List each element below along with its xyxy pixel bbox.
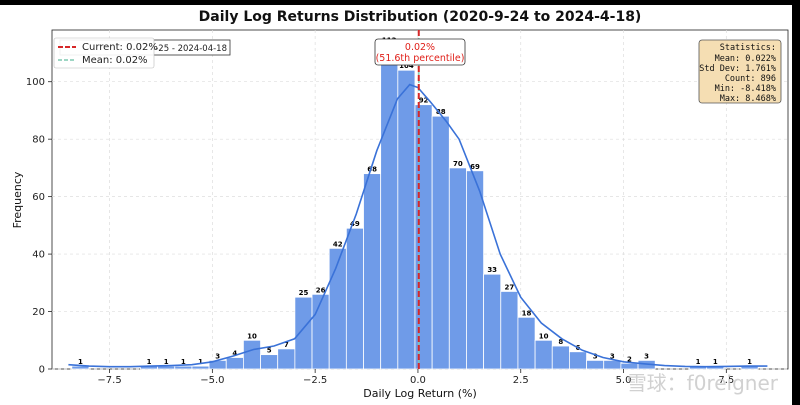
bar-count-label: 1 [78, 358, 83, 366]
histogram-bar [620, 362, 639, 370]
bar-count-label: 2 [627, 355, 632, 363]
legend: Current: 0.02% Mean: 0.02% [53, 37, 158, 69]
histogram-bar [260, 354, 279, 370]
bar-count-label: 1 [164, 358, 169, 366]
y-tick-label: 0 [39, 365, 45, 376]
bar-count-label: 7 [284, 341, 289, 349]
bar-count-label: 1 [147, 358, 152, 366]
histogram-bar [243, 339, 261, 370]
top-strip [0, 0, 800, 5]
chart-title: Daily Log Returns Distribution (2020-9-2… [199, 9, 642, 25]
bar-count-label: 26 [316, 286, 326, 294]
bar-count-label: 49 [350, 220, 360, 228]
x-tick-label: 0.0 [410, 375, 426, 386]
y-tick-label: 20 [32, 307, 45, 318]
y-tick-label: 40 [32, 250, 45, 261]
statistics-mean: Mean: 0.022% [715, 54, 776, 64]
histogram-bar [448, 167, 467, 370]
bar-count-label: 3 [593, 352, 598, 360]
histogram-bar [500, 291, 519, 370]
bar-count-label: 104 [399, 62, 414, 70]
bar-count-label: 1 [696, 358, 701, 366]
annotation-percentile: (51.6th percentile) [376, 53, 465, 64]
statistics-count: Count: 896 [725, 74, 776, 84]
histogram-bar [431, 115, 450, 370]
histogram-bar [311, 293, 330, 370]
bar-count-label: 1 [713, 358, 718, 366]
histogram-bar [328, 247, 347, 370]
x-tick-label: 7.5 [718, 375, 734, 386]
bar-count-label: 3 [644, 352, 649, 360]
bar-count-label: 68 [367, 166, 377, 174]
histogram-bar [517, 316, 536, 370]
x-axis-label: Daily Log Return (%) [363, 387, 477, 400]
bar-count-label: 1 [747, 358, 752, 366]
bar-count-label: 88 [436, 108, 446, 116]
histogram-bar [294, 296, 313, 370]
histogram-bar [603, 359, 622, 370]
bar-count-label: 4 [232, 350, 237, 358]
histogram-bar [534, 339, 553, 370]
legend-frame [53, 37, 155, 69]
annotation-value: 0.02% [405, 42, 435, 53]
x-axis-ticks: −7.5 −5.0 −2.5 0.0 2.5 5.0 7.5 [97, 369, 734, 386]
watermark: 雪球：f0reigner [627, 371, 779, 395]
legend-mean-label: Mean: 0.02% [82, 55, 148, 66]
bar-count-label: 1 [181, 358, 186, 366]
statistics-min: Min: -8.418% [715, 84, 776, 94]
y-axis-ticks: 0 20 40 60 80 100 [26, 77, 52, 376]
histogram-bar [225, 357, 244, 370]
bar-count-label: 1 [198, 358, 203, 366]
bar-count-label: 25 [299, 289, 309, 297]
legend-current-label: Current: 0.02% [82, 42, 158, 53]
x-tick-label: 5.0 [616, 375, 632, 386]
x-tick-label: −7.5 [97, 375, 121, 386]
histogram-bar [380, 43, 399, 370]
histogram-bar [586, 359, 605, 370]
y-tick-label: 100 [26, 77, 45, 88]
bar-count-label: 70 [453, 160, 463, 168]
y-tick-label: 80 [32, 135, 45, 146]
statistics-frame [698, 39, 782, 104]
bar-count-label: 10 [247, 332, 257, 340]
right-strip [792, 0, 800, 405]
statistics-std: Std Dev: 1.761% [699, 64, 776, 74]
bar-count-label: 27 [504, 283, 514, 291]
x-tick-label: 2.5 [513, 375, 529, 386]
bar-count-label: 8 [558, 338, 563, 346]
statistics-max: Max: 8.468% [720, 94, 776, 104]
bar-count-label: 18 [522, 309, 532, 317]
histogram-bar [569, 351, 587, 370]
histogram-bar [551, 345, 570, 370]
histogram-bar [363, 173, 382, 370]
histogram-bar [191, 365, 210, 370]
x-tick-label: −2.5 [303, 375, 327, 386]
x-tick-label: −5.0 [200, 375, 224, 386]
histogram-bar [174, 365, 193, 370]
bar-count-label: 10 [539, 332, 549, 340]
histogram-bar [466, 170, 485, 370]
y-axis-label: Frequency [11, 171, 24, 228]
statistics-box: Statistics: Mean: 0.022% Std Dev: 1.761%… [698, 39, 782, 104]
current-annotation: 0.02% (51.6th percentile) [374, 38, 466, 66]
bar-count-label: 3 [215, 352, 220, 360]
bar-count-label: 3 [610, 352, 615, 360]
annotation-box [374, 38, 466, 66]
bar-count-label: 69 [470, 163, 480, 171]
histogram-bar [483, 273, 502, 370]
date-range-text: -25 - 2024-04-18 [155, 44, 227, 54]
bar-count-label: 92 [419, 97, 429, 105]
bar-count-label: 5 [267, 347, 272, 355]
plot-area: 1111134105725264249681131049288706933271… [26, 29, 789, 386]
histogram-bar [277, 348, 296, 370]
y-tick-label: 60 [32, 192, 45, 203]
histogram-bar [414, 104, 433, 370]
bar-count-label: 42 [333, 240, 343, 248]
bar-count-label: 33 [487, 266, 497, 274]
histogram-bar [397, 69, 416, 370]
statistics-header: Statistics: [720, 43, 776, 53]
histogram-bar [345, 227, 364, 370]
